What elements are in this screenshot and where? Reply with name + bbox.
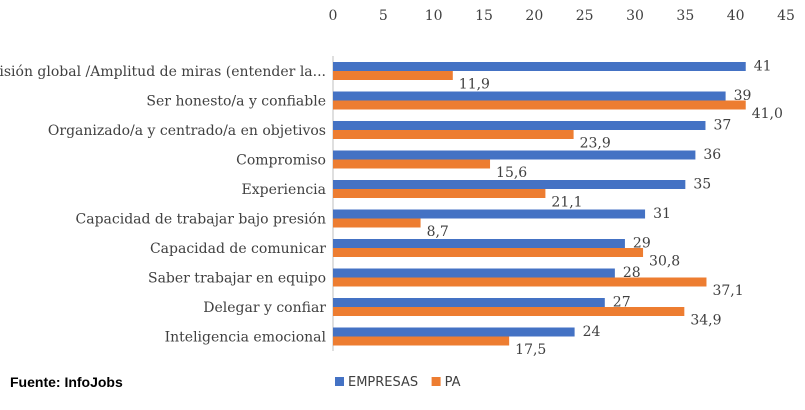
legend: EMPRESAS PA — [335, 375, 461, 390]
x-tick-label: 45 — [777, 8, 795, 24]
category-label: Ser honesto/a y confiable — [146, 94, 326, 110]
x-tick-label: 25 — [576, 8, 594, 24]
x-tick-label: 20 — [525, 8, 543, 24]
bar — [333, 218, 421, 228]
category-label: Organizado/a y centrado/a en objetivos — [48, 123, 326, 139]
bar — [333, 159, 491, 169]
bar — [333, 336, 510, 346]
category-label: Delegar y confiar — [203, 300, 326, 316]
bar — [333, 307, 685, 316]
bar — [333, 71, 453, 80]
legend-label: EMPRESAS — [348, 375, 418, 390]
bar — [333, 239, 625, 248]
bar — [333, 180, 686, 189]
category-label: Saber trabajar en equipo — [148, 271, 326, 287]
data-label: 11,9 — [459, 77, 490, 93]
category-label: Compromiso — [236, 153, 326, 169]
bar — [333, 298, 605, 307]
legend-label: PA — [445, 375, 461, 390]
data-label: 41 — [754, 59, 772, 75]
bar — [333, 100, 746, 110]
x-tick-label: 0 — [329, 8, 338, 24]
data-label: 37,1 — [712, 283, 743, 299]
bars — [333, 62, 746, 346]
bar — [333, 150, 696, 160]
data-label: 31 — [653, 206, 671, 222]
bar — [333, 62, 746, 71]
data-label: 23,9 — [580, 136, 611, 152]
source-note: Fuente: InfoJobs — [10, 374, 123, 390]
data-label: 35 — [693, 177, 711, 193]
x-tick-label: 35 — [676, 8, 694, 24]
data-label: 15,6 — [496, 165, 527, 181]
bar — [333, 248, 644, 257]
x-tick-label: 30 — [626, 8, 644, 24]
data-label: 24 — [583, 324, 601, 340]
category-label: Visión global /Amplitud de miras (entend… — [0, 64, 326, 80]
x-tick-label: 15 — [475, 8, 493, 24]
data-label: 39 — [734, 88, 752, 104]
category-label: Capacidad de trabajar bajo presión — [76, 212, 326, 228]
data-label: 41,0 — [752, 106, 783, 122]
data-label: 30,8 — [649, 254, 680, 270]
data-label: 36 — [703, 147, 721, 163]
data-label: 37 — [713, 118, 731, 134]
data-label: 17,5 — [515, 342, 546, 358]
bar — [333, 209, 646, 219]
data-label: 34,9 — [690, 313, 721, 329]
bar — [333, 268, 615, 278]
bar — [333, 189, 546, 198]
data-label: 29 — [633, 236, 651, 252]
legend-swatch — [335, 377, 344, 386]
bar — [333, 91, 726, 101]
category-labels: Visión global /Amplitud de miras (entend… — [0, 64, 327, 346]
bar — [333, 130, 574, 139]
bar — [333, 327, 575, 337]
x-axis-ticks: 0 5 10 15 20 25 30 35 40 45 — [329, 8, 795, 24]
data-label: 27 — [613, 295, 631, 311]
x-tick-label: 40 — [727, 8, 745, 24]
category-label: Inteligencia emocional — [165, 330, 327, 346]
x-tick-label: 5 — [379, 8, 388, 24]
category-label: Experiencia — [242, 182, 327, 198]
category-label: Capacidad de comunicar — [150, 241, 326, 257]
data-label: 21,1 — [551, 195, 582, 211]
data-label: 28 — [623, 265, 641, 281]
bar — [333, 277, 707, 287]
legend-swatch — [431, 377, 441, 386]
bar — [333, 121, 706, 130]
data-label: 8,7 — [427, 224, 449, 240]
x-tick-label: 10 — [425, 8, 443, 24]
